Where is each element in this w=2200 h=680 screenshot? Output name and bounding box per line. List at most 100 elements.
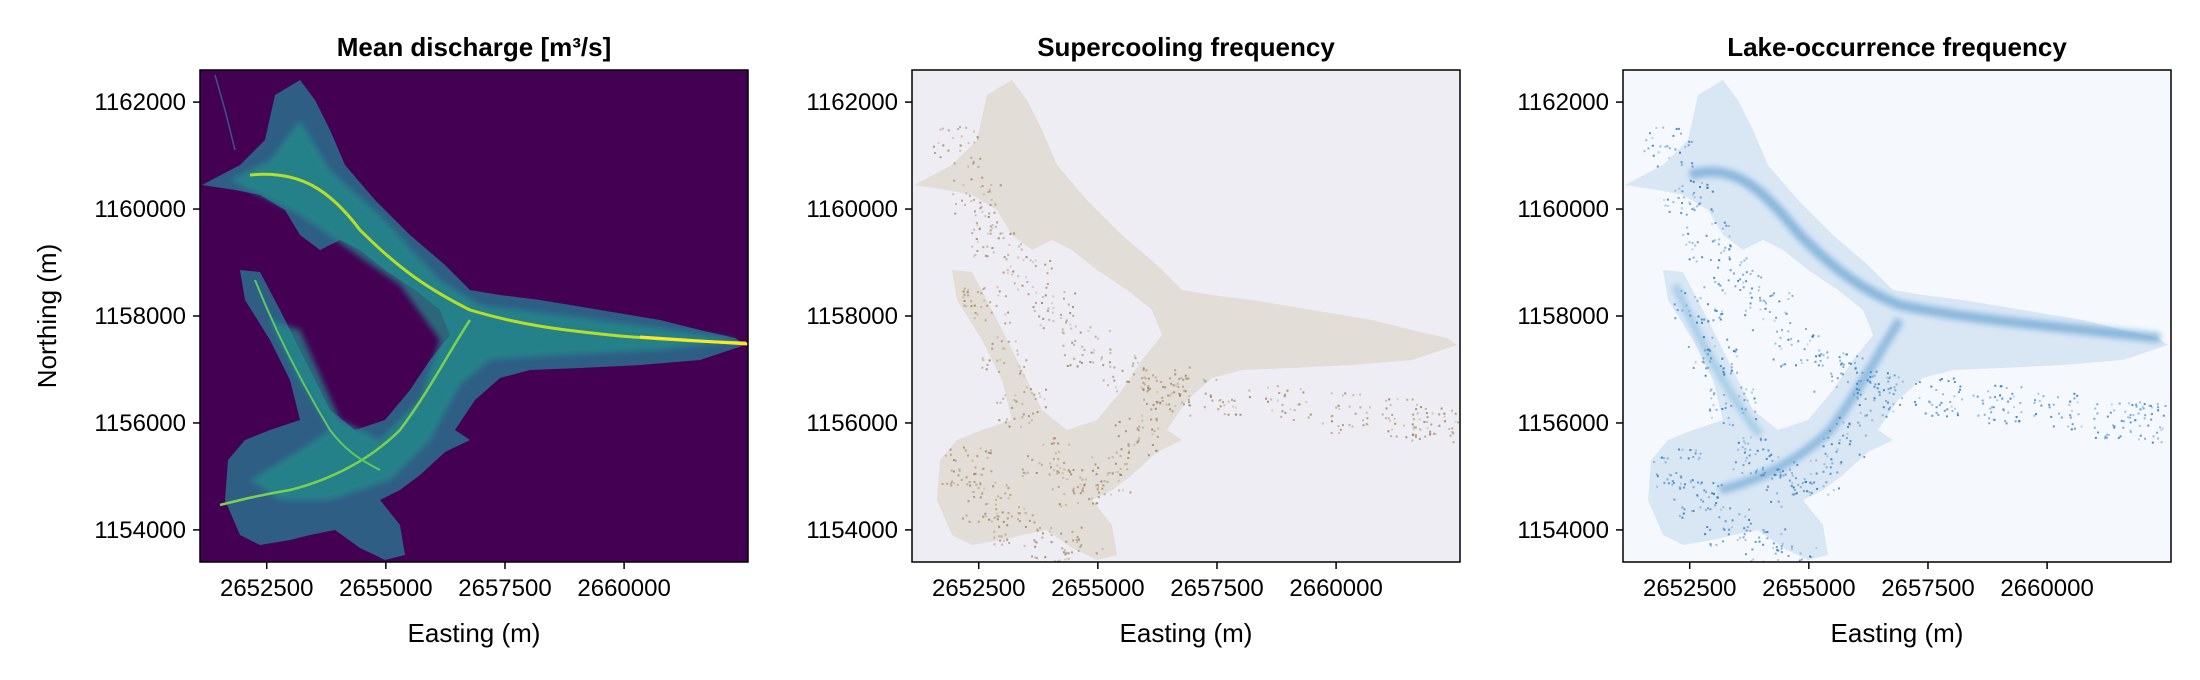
speckle-cell — [985, 503, 988, 506]
speckle-cell — [1717, 496, 1719, 499]
speckle-cell — [1742, 286, 1745, 289]
speckle-cell — [1411, 433, 1414, 436]
speckle-cell — [1864, 414, 1867, 417]
speckle-cell — [1929, 401, 1932, 404]
speckle-cell — [1792, 493, 1795, 496]
speckle-cell — [2093, 417, 2096, 420]
speckle-cell — [1778, 468, 1781, 471]
speckle-cell — [986, 255, 989, 258]
speckle-cell — [1780, 347, 1783, 350]
speckle-cell — [1073, 343, 1076, 346]
speckle-cell — [1863, 456, 1866, 458]
speckle-cell — [1729, 244, 1732, 247]
speckle-cell — [1803, 478, 1806, 481]
speckle-cell — [1835, 450, 1838, 453]
speckle-cell — [1219, 399, 1222, 402]
speckle-cell — [1770, 500, 1773, 503]
speckle-cell — [963, 304, 966, 307]
speckle-cell — [1718, 238, 1721, 241]
speckle-cell — [1703, 489, 1706, 492]
speckle-cell — [998, 370, 1001, 373]
speckle-cell — [1699, 297, 1702, 300]
speckle-cell — [1790, 567, 1792, 569]
speckle-cell — [1043, 398, 1046, 401]
speckle-cell — [1792, 486, 1795, 489]
speckle-cell — [1017, 256, 1020, 259]
speckle-cell — [965, 514, 968, 517]
speckle-cell — [1024, 472, 1027, 475]
speckle-cell — [1448, 428, 1451, 430]
speckle-cell — [1765, 302, 1767, 305]
speckle-cell — [1953, 395, 1956, 398]
speckle-cell — [1878, 390, 1881, 393]
speckle-cell — [1062, 476, 1065, 479]
speckle-cell — [1671, 480, 1674, 483]
speckle-cell — [1873, 397, 1876, 400]
speckle-cell — [2156, 403, 2159, 406]
speckle-cell — [1042, 327, 1045, 330]
speckle-cell — [962, 296, 965, 299]
speckle-cell — [1722, 227, 1724, 230]
speckle-cell — [967, 454, 969, 457]
speckle-cell — [1725, 402, 1728, 405]
speckle-cell — [1959, 385, 1962, 388]
speckle-cell — [2076, 394, 2079, 397]
speckle-cell — [984, 450, 987, 453]
speckle-cell — [1782, 363, 1785, 366]
speckle-cell — [1760, 276, 1763, 279]
panel-title: Mean discharge [m³/s] — [337, 32, 612, 62]
speckle-cell — [1831, 380, 1834, 383]
speckle-cell — [1359, 406, 1362, 409]
speckle-cell — [2164, 405, 2167, 407]
speckle-cell — [1775, 474, 1777, 476]
speckle-cell — [1076, 365, 1079, 368]
speckle-cell — [1894, 389, 1897, 392]
speckle-cell — [1764, 438, 1767, 441]
speckle-cell — [1846, 432, 1849, 435]
speckle-cell — [2152, 435, 2155, 438]
speckle-cell — [1000, 535, 1003, 538]
speckle-cell — [1187, 398, 1190, 401]
speckle-cell — [1146, 390, 1149, 393]
speckle-cell — [1141, 414, 1144, 417]
speckle-cell — [1776, 330, 1778, 333]
speckle-cell — [1854, 367, 1857, 370]
speckle-cell — [1688, 241, 1691, 244]
speckle-cell — [1699, 196, 1702, 199]
speckle-cell — [2038, 400, 2041, 402]
speckle-cell — [2129, 416, 2131, 419]
speckle-cell — [1044, 584, 1046, 586]
speckle-cell — [1414, 426, 1417, 429]
speckle-cell — [1341, 394, 1344, 397]
speckle-cell — [1668, 473, 1671, 476]
speckle-cell — [1004, 533, 1007, 536]
speckle-cell — [1025, 359, 1028, 362]
speckle-cell — [1768, 311, 1771, 313]
speckle-cell — [996, 336, 999, 339]
speckle-cell — [1744, 314, 1747, 317]
speckle-cell — [1666, 204, 1669, 207]
speckle-cell — [1866, 379, 1869, 382]
speckle-cell — [1006, 269, 1009, 272]
speckle-cell — [992, 485, 994, 488]
speckle-cell — [1049, 462, 1052, 465]
speckle-cell — [1033, 581, 1035, 583]
speckle-cell — [970, 305, 973, 308]
speckle-cell — [1939, 379, 1942, 382]
speckle-cell — [967, 288, 970, 291]
speckle-cell — [1112, 375, 1115, 378]
speckle-cell — [1839, 462, 1842, 465]
speckle-cell — [976, 136, 979, 139]
discharge-field — [202, 74, 748, 560]
speckle-cell — [986, 304, 989, 307]
speckle-cell — [1081, 345, 1084, 348]
speckle-cell — [1773, 319, 1776, 322]
speckle-cell — [2052, 403, 2055, 406]
speckle-cell — [991, 247, 994, 249]
speckle-cell — [1122, 489, 1124, 492]
speckle-cell — [988, 359, 991, 362]
speckle-cell — [1281, 403, 1284, 406]
speckle-cell — [2138, 424, 2141, 427]
x-axis-ticks: 2652500 2655000 2657500 2660000 — [220, 562, 671, 602]
speckle-cell — [1137, 439, 1140, 442]
